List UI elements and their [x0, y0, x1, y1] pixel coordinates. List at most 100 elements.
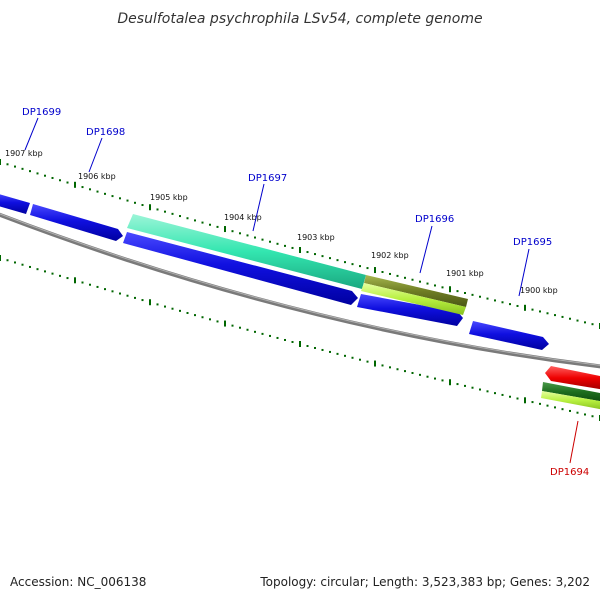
minor-tick: [246, 234, 249, 237]
minor-tick: [89, 188, 91, 191]
major-tick: [524, 397, 526, 404]
gene-arrow-dp1694[interactable]: [545, 366, 600, 390]
gene-label-dp1695[interactable]: DP1695: [513, 237, 552, 248]
minor-tick: [434, 377, 436, 380]
feature-band-dp1697[interactable]: [127, 214, 366, 289]
minor-tick: [419, 280, 421, 283]
minor-tick: [539, 310, 541, 313]
minor-tick: [104, 192, 106, 195]
minor-tick: [329, 257, 331, 260]
genome-summary-text: Topology: circular; Length: 3,523,383 bp…: [259, 575, 590, 589]
gene-leader-line: [88, 137, 103, 173]
minor-tick: [284, 338, 286, 341]
minor-tick: [164, 210, 166, 213]
minor-tick: [21, 263, 24, 266]
tick-label: 1903 kbp: [297, 233, 335, 242]
minor-tick: [156, 208, 159, 211]
minor-tick: [539, 402, 541, 405]
minor-tick: [426, 375, 429, 378]
minor-tick: [434, 284, 436, 287]
minor-tick: [456, 290, 459, 293]
gene-arrow-dp1695[interactable]: [469, 321, 549, 350]
minor-tick: [269, 240, 271, 243]
major-tick: [224, 226, 226, 233]
gene-label-dp1694[interactable]: DP1694: [550, 467, 589, 478]
minor-tick: [276, 336, 279, 339]
minor-tick: [576, 319, 579, 322]
minor-tick: [276, 242, 279, 245]
minor-tick: [366, 267, 369, 270]
feature-band-dp1696-olive[interactable]: [364, 275, 468, 307]
gene-arrow-dp1695-a[interactable]: [357, 294, 463, 326]
major-tick: [524, 304, 526, 311]
minor-tick: [336, 259, 339, 262]
tick-label: 1901 kbp: [446, 269, 484, 278]
tick-label: 1905 kbp: [150, 193, 188, 202]
gene-label-dp1696[interactable]: DP1696: [415, 214, 454, 225]
tick-label: 1902 kbp: [371, 251, 409, 260]
major-tick: [149, 299, 151, 306]
reverse-strand-genes: [541, 366, 600, 410]
minor-tick: [104, 288, 106, 291]
forward-strand-genes: [0, 193, 549, 350]
minor-tick: [366, 360, 369, 363]
minor-tick: [164, 305, 166, 308]
minor-tick: [29, 170, 31, 173]
gene-arrow-dp1699[interactable]: [0, 193, 30, 214]
major-tick: [374, 360, 376, 367]
feature-bands: [127, 214, 468, 315]
minor-tick: [216, 320, 219, 323]
minor-tick: [44, 174, 46, 177]
minor-tick: [141, 299, 144, 302]
minor-tick: [441, 379, 444, 382]
gene-label-dp1698[interactable]: DP1698: [86, 127, 125, 138]
minor-tick: [209, 318, 211, 321]
gene-label-dp1699[interactable]: DP1699: [22, 107, 61, 118]
minor-tick: [66, 181, 69, 184]
minor-tick: [141, 204, 144, 207]
minor-tick: [426, 282, 429, 285]
minor-tick: [126, 199, 129, 202]
minor-tick: [351, 263, 354, 266]
minor-tick: [186, 217, 189, 220]
tick-label: 1900 kbp: [520, 286, 558, 295]
minor-tick: [509, 395, 511, 398]
minor-tick: [194, 314, 196, 317]
minor-tick: [404, 370, 406, 373]
minor-tick: [584, 413, 586, 416]
feature-band-dp1694-lime[interactable]: [541, 391, 600, 410]
major-tick: [374, 267, 376, 274]
gene-arrow-dp1698[interactable]: [30, 204, 123, 241]
minor-tick: [531, 401, 534, 404]
major-tick: [299, 341, 301, 347]
major-tick: [299, 247, 301, 253]
major-tick: [449, 286, 451, 293]
map-title: Desulfotalea psychrophila LSv54, complet…: [117, 11, 482, 27]
gene-leader-line: [569, 420, 579, 464]
minor-tick: [344, 354, 346, 357]
feature-band-dp1696-lime[interactable]: [361, 283, 466, 315]
gene-label-dp1697[interactable]: DP1697: [248, 173, 287, 184]
minor-tick: [516, 397, 519, 400]
minor-tick: [44, 270, 46, 273]
minor-tick: [471, 386, 474, 389]
minor-tick: [156, 303, 159, 306]
minor-tick: [96, 190, 99, 193]
minor-tick: [201, 221, 204, 224]
minor-tick: [494, 299, 496, 302]
minor-tick: [59, 179, 61, 182]
minor-tick: [389, 272, 391, 275]
minor-tick: [546, 312, 549, 315]
minor-tick: [471, 293, 474, 296]
gene-leader-line: [24, 117, 39, 151]
gene-arrow-unlabeled-long[interactable]: [123, 232, 358, 305]
minor-tick: [231, 230, 234, 233]
minor-tick: [36, 172, 39, 175]
minor-tick: [456, 383, 459, 386]
minor-tick: [591, 323, 594, 326]
minor-tick: [411, 371, 414, 374]
feature-band-dp1694-dark[interactable]: [542, 382, 600, 402]
minor-tick: [381, 364, 384, 367]
genome-backbone-highlight: [0, 213, 600, 366]
minor-tick: [321, 348, 324, 351]
